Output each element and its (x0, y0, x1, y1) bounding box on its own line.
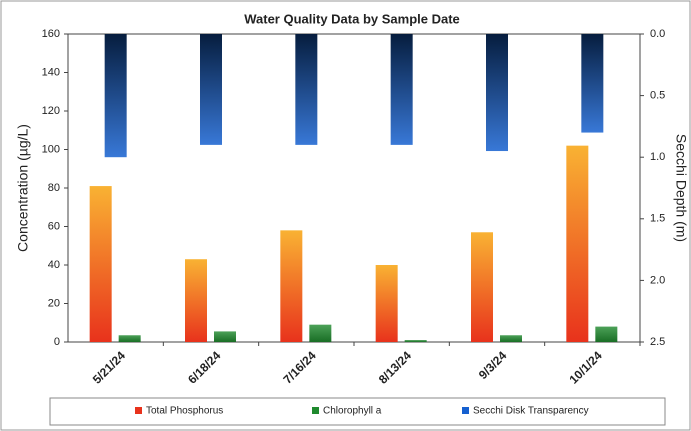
secchi-bar (390, 34, 413, 145)
bar (280, 230, 303, 342)
y-tick-label: 140 (42, 66, 60, 78)
y2-tick-label: 2.5 (650, 336, 665, 348)
y-axis-title: Concentration (µg/L) (15, 124, 31, 252)
y-tick-label: 120 (42, 105, 60, 117)
y2-tick-label: 1.0 (650, 151, 665, 163)
bar (375, 265, 398, 342)
y-tick-label: 40 (48, 259, 60, 271)
legend-label: Chlorophyll a (323, 406, 382, 417)
y-tick-label: 80 (48, 182, 60, 194)
secchi-bar (200, 34, 222, 145)
y-tick-label: 160 (42, 28, 60, 40)
bar (566, 145, 589, 342)
y-tick-label: 60 (48, 220, 60, 232)
y-tick-label: 100 (42, 143, 60, 155)
y2-tick-label: 1.5 (650, 213, 665, 225)
chart-title: Water Quality Data by Sample Date (244, 11, 460, 26)
bar (471, 232, 493, 342)
bar (595, 326, 618, 342)
legend-label: Secchi Disk Transparency (473, 406, 589, 417)
bar (404, 340, 427, 342)
legend-box (49, 397, 666, 426)
y2-tick-label: 0.5 (650, 90, 665, 102)
bar (185, 259, 207, 342)
bar (89, 186, 112, 342)
bar (500, 335, 522, 342)
y2-tick-label: 2.0 (650, 274, 665, 286)
legend-swatch (462, 407, 469, 414)
legend-swatch (135, 407, 142, 414)
legend-label: Total Phosphorus (146, 406, 223, 417)
legend-swatch (312, 407, 319, 414)
secchi-bar (295, 34, 318, 145)
secchi-bar (104, 34, 127, 158)
y-tick-label: 20 (48, 297, 60, 309)
bar (309, 324, 332, 342)
secchi-bar (486, 34, 508, 152)
y2-axis-title: Secchi Depth (m) (673, 134, 689, 242)
y-tick-label: 0 (54, 336, 60, 348)
y2-tick-label: 0.0 (650, 28, 665, 40)
bar (214, 331, 236, 342)
secchi-bar (581, 34, 604, 133)
bar (118, 335, 141, 342)
